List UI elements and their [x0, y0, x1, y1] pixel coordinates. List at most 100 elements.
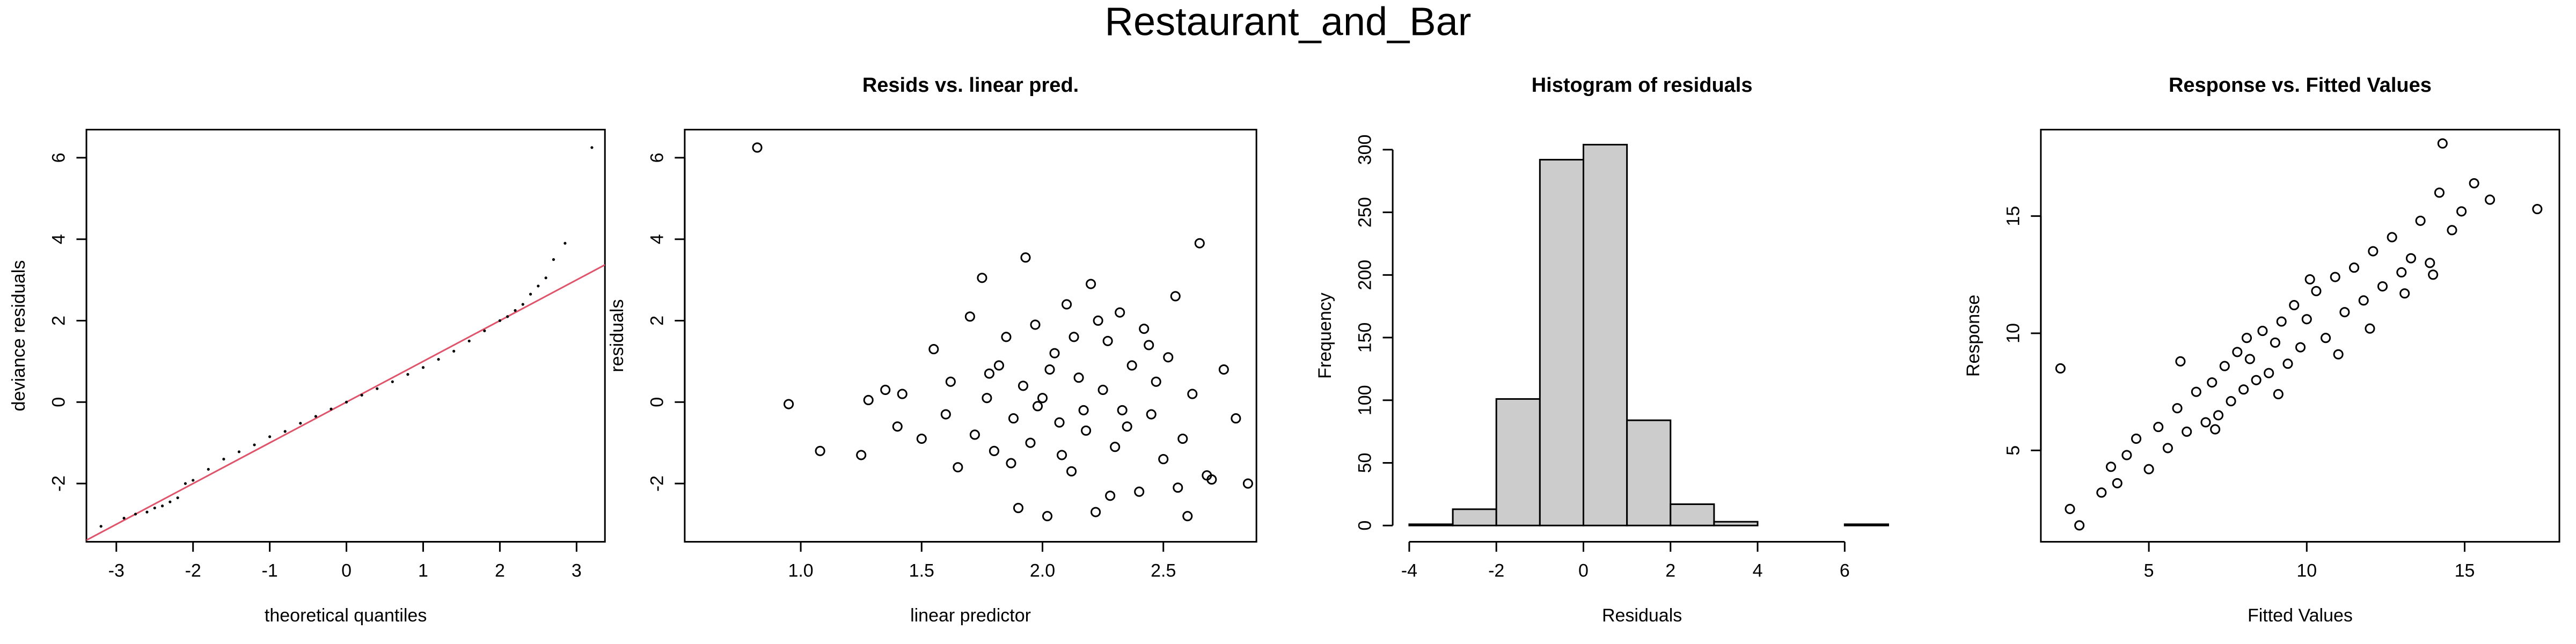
- point: [421, 366, 425, 369]
- point: [2264, 368, 2274, 378]
- point: [437, 357, 440, 361]
- histogram-bar: [1539, 159, 1584, 526]
- point: [590, 146, 594, 149]
- point: [880, 384, 891, 396]
- y-tick-label: 0: [647, 397, 667, 407]
- point: [1126, 360, 1137, 371]
- y-axis-label: residuals: [607, 299, 627, 372]
- panel-title: Resids vs. linear pred.: [862, 74, 1079, 97]
- point: [2365, 323, 2375, 334]
- point: [2289, 300, 2300, 311]
- point: [969, 429, 980, 440]
- point: [2121, 450, 2132, 460]
- point: [207, 467, 210, 471]
- point: [1146, 409, 1157, 420]
- y-axis-label: Frequency: [1315, 292, 1335, 379]
- figure-title: Restaurant_and_Bar: [1105, 0, 1472, 44]
- point: [815, 445, 825, 456]
- point: [1117, 405, 1128, 415]
- y-tick-label: -2: [647, 475, 667, 492]
- point: [1042, 511, 1053, 522]
- x-axis-label: Fitted Values: [2248, 605, 2353, 626]
- point: [2399, 288, 2410, 299]
- point: [1139, 324, 1150, 334]
- x-tick-label: -2: [1488, 560, 1504, 581]
- point: [2321, 333, 2331, 343]
- point: [916, 433, 927, 444]
- point: [1018, 380, 1029, 391]
- y-tick-label: 15: [2003, 206, 2023, 226]
- point: [1078, 405, 1089, 415]
- point: [122, 516, 126, 520]
- point: [2295, 342, 2306, 353]
- histogram-bar: [1495, 398, 1541, 526]
- point: [1081, 425, 1092, 436]
- point: [2207, 377, 2218, 388]
- point: [176, 496, 179, 500]
- point: [2304, 274, 2315, 285]
- y-tick-label: 2: [48, 316, 69, 326]
- x-tick-label: 3: [572, 560, 582, 581]
- x-tick-label: 0: [1578, 560, 1589, 581]
- point: [2396, 267, 2407, 277]
- x-axis-label: linear predictor: [910, 605, 1031, 626]
- point: [1049, 348, 1060, 358]
- point: [2074, 520, 2085, 531]
- point: [1073, 372, 1084, 383]
- point: [1044, 364, 1055, 375]
- point: [2456, 206, 2467, 217]
- point: [2282, 358, 2293, 369]
- y-tick-label: 4: [48, 234, 69, 244]
- point: [989, 445, 999, 456]
- point: [953, 462, 963, 473]
- point: [529, 292, 532, 296]
- point: [2251, 375, 2262, 385]
- point: [1037, 393, 1048, 404]
- point: [1020, 252, 1031, 263]
- point: [153, 506, 156, 510]
- point: [544, 276, 547, 280]
- point: [2469, 178, 2479, 189]
- point: [1066, 466, 1077, 477]
- point: [1097, 384, 1108, 396]
- point: [1093, 315, 1103, 326]
- point: [222, 457, 225, 461]
- point: [1115, 307, 1125, 318]
- point: [2213, 410, 2224, 421]
- point: [134, 513, 137, 516]
- y-tick-label: 100: [1355, 385, 1375, 415]
- point: [856, 450, 867, 460]
- point: [2219, 361, 2230, 371]
- plot-frame: [2040, 129, 2560, 543]
- point: [2162, 443, 2173, 453]
- y-axis-label: deviance residuals: [9, 260, 29, 412]
- point: [299, 422, 302, 425]
- point: [2182, 426, 2192, 437]
- panel: Response vs. Fitted Values Fitted Values R…: [1963, 74, 2560, 626]
- point: [498, 319, 502, 323]
- point: [2532, 204, 2543, 215]
- point: [2210, 424, 2221, 435]
- point: [2241, 333, 2252, 343]
- point: [283, 430, 287, 433]
- point: [2434, 187, 2445, 198]
- point: [1086, 279, 1096, 289]
- point: [360, 393, 363, 397]
- plot-frame: [684, 129, 1257, 543]
- point: [1187, 389, 1198, 399]
- histogram-bar: [1582, 144, 1628, 526]
- point: [984, 368, 994, 379]
- x-tick-label: 2.5: [1151, 560, 1176, 581]
- point: [2349, 262, 2360, 273]
- point: [977, 273, 987, 283]
- point: [452, 349, 456, 353]
- point: [945, 376, 956, 387]
- point: [314, 415, 317, 418]
- histogram-bar: [1713, 521, 1759, 526]
- point: [1025, 437, 1036, 448]
- y-tick-label: 50: [1355, 453, 1375, 473]
- point: [1054, 417, 1065, 428]
- point: [467, 339, 471, 343]
- point: [892, 421, 903, 432]
- point: [1170, 291, 1181, 302]
